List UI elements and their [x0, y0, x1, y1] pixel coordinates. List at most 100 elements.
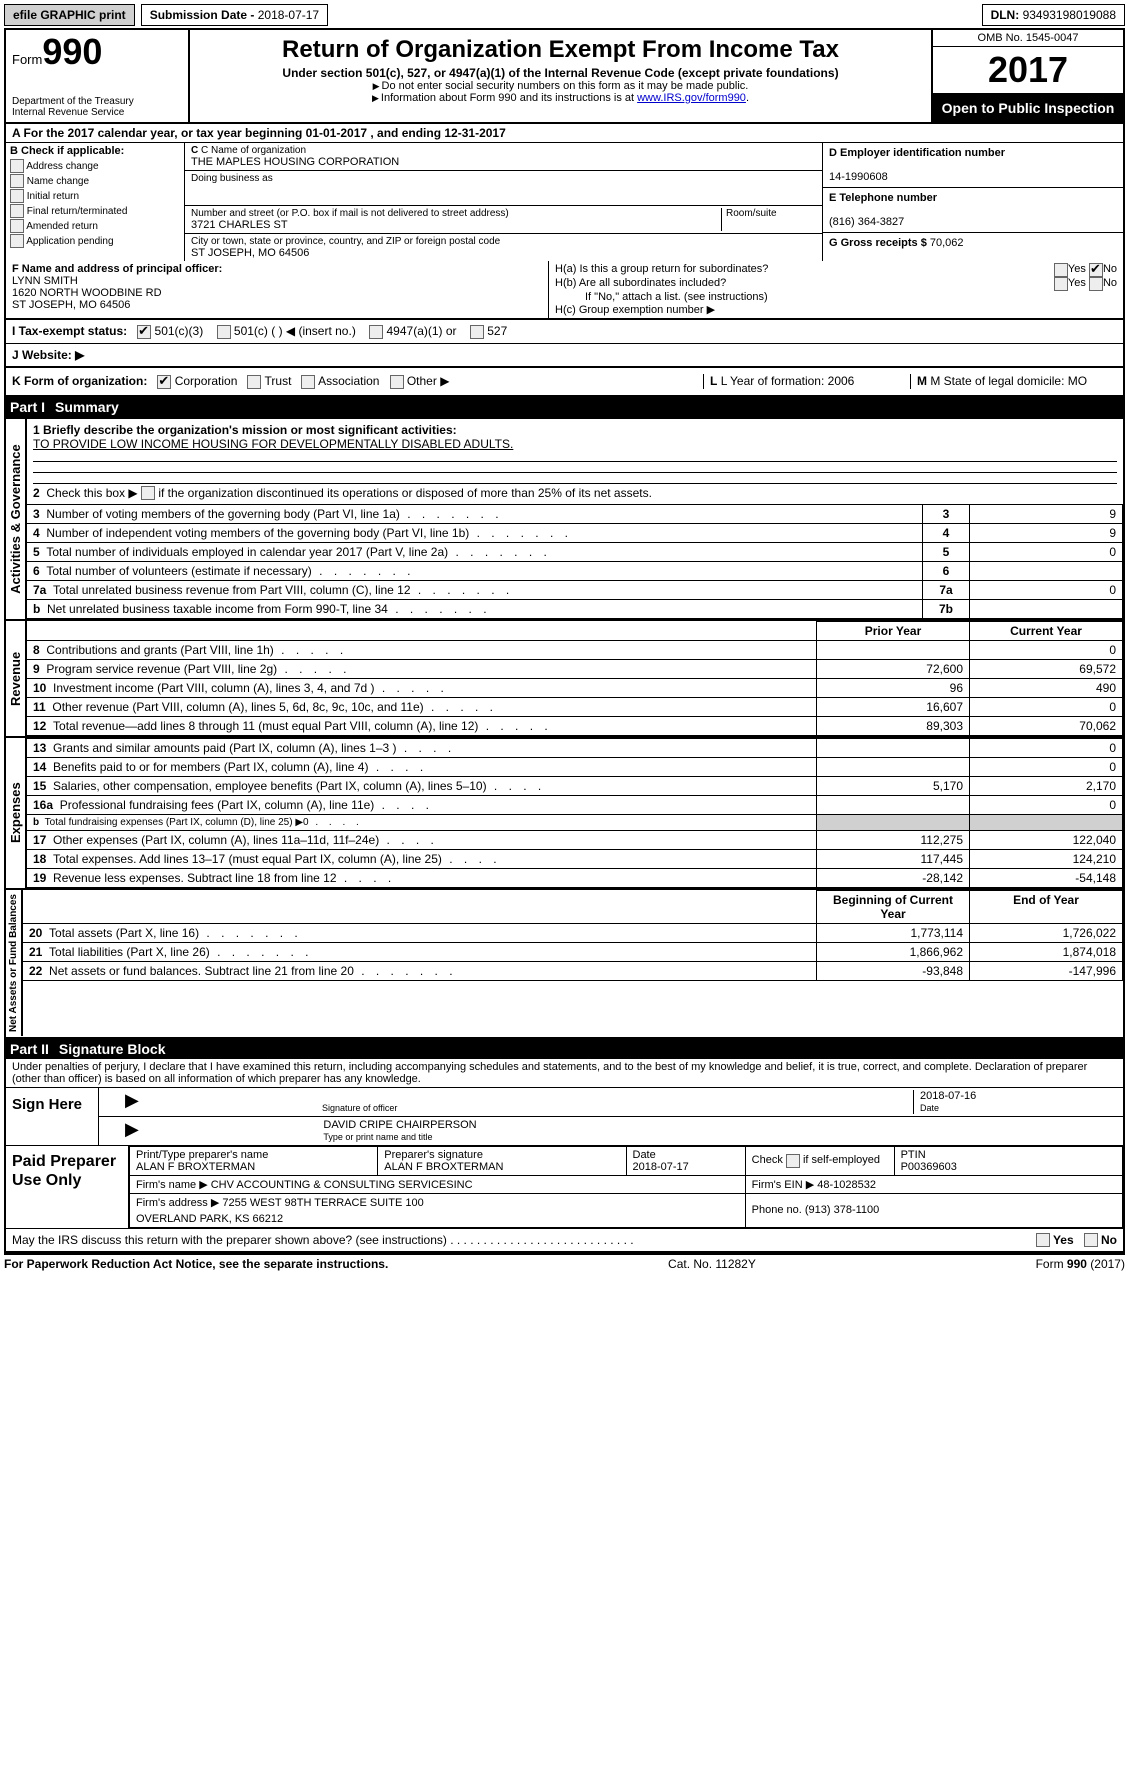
chk-4947a1[interactable]	[369, 325, 383, 339]
table-row: b Net unrelated business taxable income …	[27, 600, 1123, 619]
tax-year: 2017	[933, 47, 1123, 94]
ein-label: D Employer identification number	[829, 147, 1117, 159]
prep-name-label: Print/Type preparer's name	[136, 1149, 268, 1161]
org-name-label: C C Name of organization	[191, 145, 816, 156]
table-row: 8 Contributions and grants (Part VIII, l…	[27, 641, 1123, 660]
revenue-table: Prior YearCurrent Year 8 Contributions a…	[27, 621, 1123, 736]
table-row: 19 Revenue less expenses. Subtract line …	[27, 869, 1123, 888]
table-row: 15 Salaries, other compensation, employe…	[27, 777, 1123, 796]
city-label: City or town, state or province, country…	[191, 236, 816, 247]
signature-block: Under penalties of perjury, I declare th…	[4, 1059, 1125, 1254]
chk-other[interactable]	[390, 375, 404, 389]
address-label: Number and street (or P.O. box if mail i…	[191, 208, 717, 219]
table-row: 10 Investment income (Part VIII, column …	[27, 679, 1123, 698]
ha-no-checkbox[interactable]	[1089, 263, 1103, 277]
discuss-question: May the IRS discuss this return with the…	[12, 1233, 447, 1247]
no-label: No	[1103, 263, 1117, 277]
ptin-label: PTIN	[901, 1149, 926, 1161]
dln-box: DLN: 93493198019088	[982, 4, 1125, 26]
prep-sig-label: Preparer's signature	[384, 1149, 483, 1161]
discuss-yes-checkbox[interactable]	[1036, 1233, 1050, 1247]
h-b-label: H(b) Are all subordinates included?	[555, 277, 1054, 291]
hb-no-checkbox[interactable]	[1089, 277, 1103, 291]
ein-value: 14-1990608	[829, 171, 1117, 183]
room-label: Room/suite	[726, 208, 816, 219]
line2-label: 2 Check this box ▶ if the organization d…	[33, 486, 1117, 501]
prep-sig: ALAN F BROXTERMAN	[384, 1161, 503, 1173]
table-row: 18 Total expenses. Add lines 13–17 (must…	[27, 850, 1123, 869]
chk-501c[interactable]	[217, 325, 231, 339]
chk-501c3[interactable]	[137, 325, 151, 339]
ha-yes-checkbox[interactable]	[1054, 263, 1068, 277]
part2-header: Part II Signature Block	[4, 1039, 1125, 1059]
yes-label: Yes	[1053, 1233, 1074, 1247]
officer-name-title: DAVID CRIPE CHAIRPERSON	[323, 1119, 476, 1131]
table-row: 4 Number of independent voting members o…	[27, 524, 1123, 543]
table-row: 7a Total unrelated business revenue from…	[27, 581, 1123, 600]
opt-trust: Trust	[265, 374, 292, 388]
table-row: 12 Total revenue—add lines 8 through 11 …	[27, 717, 1123, 736]
form-title: Return of Organization Exempt From Incom…	[198, 36, 923, 64]
sig-date: 2018-07-16	[920, 1090, 976, 1102]
arrow-icon	[372, 92, 381, 104]
line1-label: 1 Briefly describe the organization's mi…	[33, 423, 457, 437]
table-row: 3 Number of voting members of the govern…	[27, 505, 1123, 524]
table-row: 11 Other revenue (Part VIII, column (A),…	[27, 698, 1123, 717]
chk-address-change[interactable]: Address change	[10, 159, 180, 174]
opt-527: 527	[487, 324, 507, 338]
chk-association[interactable]	[301, 375, 315, 389]
cat-number: Cat. No. 11282Y	[668, 1257, 756, 1271]
year-formation: L L Year of formation: 2006	[703, 374, 910, 389]
current-year-hdr: Current Year	[970, 622, 1123, 641]
chk-amended-return[interactable]: Amended return	[10, 219, 180, 234]
phone-value: (816) 364-3827	[829, 216, 1117, 228]
yes-label: Yes	[1068, 277, 1086, 291]
hb-yes-checkbox[interactable]	[1054, 277, 1068, 291]
officer-addr2: ST JOSEPH, MO 64506	[12, 299, 130, 311]
open-to-public: Open to Public Inspection	[933, 94, 1123, 122]
opt-corp: Corporation	[175, 374, 238, 388]
expenses-table: 13 Grants and similar amounts paid (Part…	[27, 738, 1123, 888]
form-header: Form990 Department of the Treasury Inter…	[4, 28, 1125, 124]
dept-treasury: Department of the Treasury	[12, 96, 182, 107]
part1-header: Part I Summary	[4, 397, 1125, 417]
chk-discontinued[interactable]	[141, 486, 155, 500]
chk-corporation[interactable]	[157, 375, 171, 389]
omb-number: OMB No. 1545-0047	[933, 30, 1123, 47]
firm-address: Firm's address ▶ 7255 WEST 98TH TERRACE …	[130, 1193, 746, 1211]
dba-label: Doing business as	[191, 173, 816, 184]
chk-final-return[interactable]: Final return/terminated	[10, 204, 180, 219]
state-domicile: M M State of legal domicile: MO	[910, 374, 1117, 389]
chk-application-pending[interactable]: Application pending	[10, 234, 180, 249]
tax-exempt-label: I Tax-exempt status:	[12, 324, 127, 338]
discuss-no-checkbox[interactable]	[1084, 1233, 1098, 1247]
officer-name: LYNN SMITH	[12, 275, 78, 287]
chk-name-change[interactable]: Name change	[10, 174, 180, 189]
sub-label: Submission Date -	[150, 8, 258, 22]
officer-addr1: 1620 NORTH WOODBINE RD	[12, 287, 162, 299]
page-footer: For Paperwork Reduction Act Notice, see …	[4, 1253, 1125, 1271]
irs-link[interactable]: www.IRS.gov/form990	[637, 92, 746, 104]
table-row: 14 Benefits paid to or for members (Part…	[27, 758, 1123, 777]
info-text: Information about Form 990 and its instr…	[381, 92, 637, 104]
h-b-note: If "No," attach a list. (see instruction…	[555, 291, 1117, 303]
no-label: No	[1103, 277, 1117, 291]
chk-527[interactable]	[470, 325, 484, 339]
h-c-label: H(c) Group exemption number ▶	[555, 303, 1117, 316]
chk-self-employed[interactable]	[786, 1154, 800, 1168]
top-bar: efile GRAPHIC print Submission Date - 20…	[4, 4, 1125, 26]
ssn-notice: Do not enter social security numbers on …	[382, 80, 749, 92]
opt-other: Other ▶	[407, 374, 450, 388]
chk-trust[interactable]	[247, 375, 261, 389]
address-value: 3721 CHARLES ST	[191, 219, 717, 231]
table-row: 21 Total liabilities (Part X, line 26) .…	[23, 943, 1123, 962]
submission-date-box: Submission Date - 2018-07-17	[141, 4, 328, 26]
netassets-tab: Net Assets or Fund Balances	[6, 890, 23, 1036]
revenue-tab: Revenue	[6, 621, 27, 736]
gov-tab: Activities & Governance	[6, 419, 27, 620]
expenses-tab: Expenses	[6, 738, 27, 888]
form-word: Form	[12, 52, 42, 67]
gross-receipts-value: 70,062	[930, 237, 964, 249]
governance-table: 3 Number of voting members of the govern…	[27, 504, 1123, 619]
chk-initial-return[interactable]: Initial return	[10, 189, 180, 204]
